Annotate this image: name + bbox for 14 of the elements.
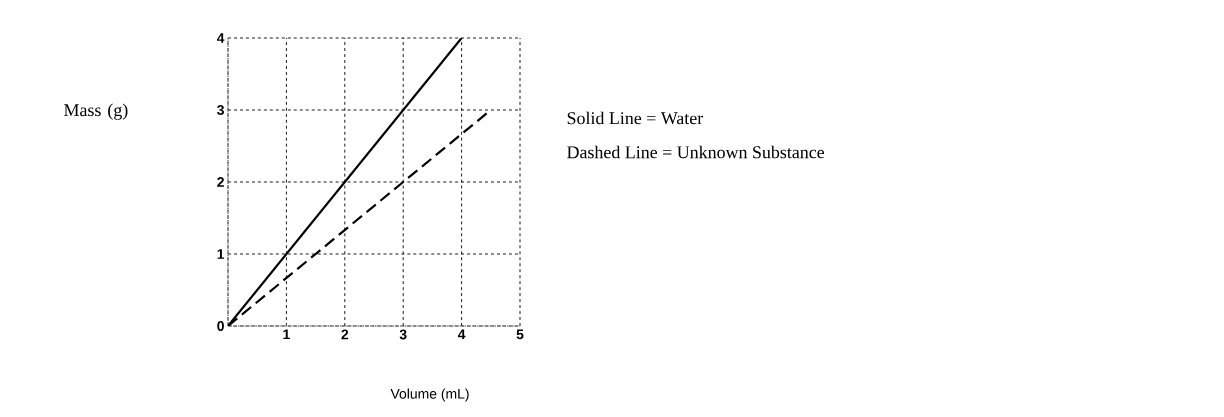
x-tick-label: 4 [457,329,466,340]
text: Solid Line = Water [567,111,704,125]
y-axis-title: Mass (g) [64,103,128,120]
y-tick-label: 1 [217,249,225,259]
text: Dashed Line = Unknown Substance [567,145,825,159]
x-tick-label: 5 [516,329,524,340]
y-tick-label: 4 [216,33,225,43]
x-axis-title: Volume (mL) [390,388,469,402]
y-tick-label: 0 [217,321,224,331]
x-tick-label: 2 [341,329,349,340]
y-tick-label: 3 [217,105,224,115]
x-tick-label: 3 [399,329,407,340]
y-tick-label: 2 [217,177,224,187]
x-tick-label: 1 [283,329,290,340]
